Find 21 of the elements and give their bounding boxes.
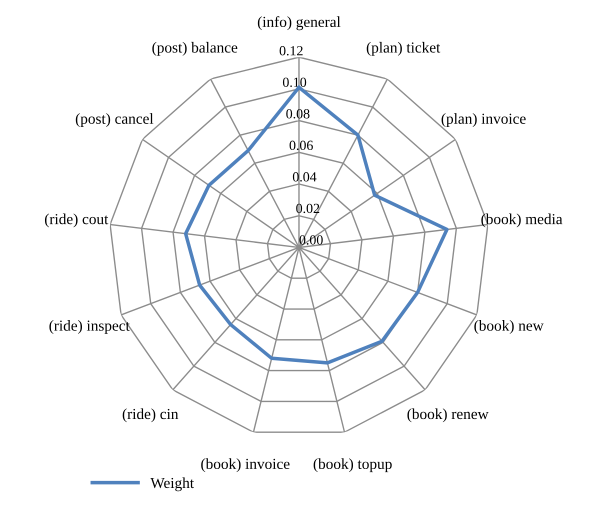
spoke-label: (book) renew bbox=[407, 408, 489, 422]
y-tick-label: 0.10 bbox=[282, 78, 306, 88]
legend-label: Weight bbox=[150, 477, 194, 492]
spoke-label: (book) topup bbox=[314, 458, 392, 472]
spoke-label: (ride) cin bbox=[122, 408, 178, 422]
spoke-label: (plan) ticket bbox=[366, 42, 440, 56]
y-tick-label: 0.04 bbox=[292, 172, 316, 182]
y-tick-label: 0.02 bbox=[296, 204, 320, 214]
y-tick-label: 0.12 bbox=[280, 46, 303, 56]
spoke-label: (book) new bbox=[474, 320, 544, 334]
y-tick-label: 0.08 bbox=[286, 109, 310, 119]
spoke-label: (post) balance bbox=[152, 42, 238, 56]
spoke-label: (ride) inspect bbox=[49, 320, 130, 334]
spoke-label: (plan) invoice bbox=[442, 113, 526, 127]
spoke-label: (book) media bbox=[481, 213, 562, 228]
y-tick-label: 0.00 bbox=[300, 235, 323, 245]
spoke-label: (ride) cout bbox=[44, 213, 108, 228]
y-tick-label: 0.06 bbox=[290, 140, 313, 150]
spoke-label: (book) invoice bbox=[201, 458, 290, 472]
spoke-label: (post) cancel bbox=[76, 113, 154, 127]
spoke-label: (info) general bbox=[258, 16, 340, 30]
